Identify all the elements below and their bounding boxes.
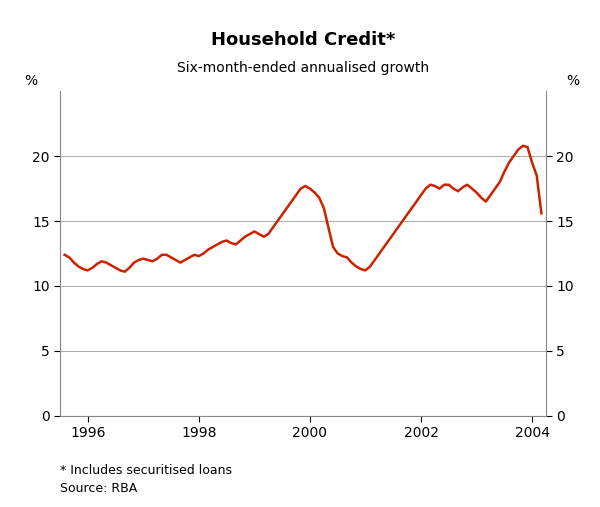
Text: %: % xyxy=(566,74,579,88)
Text: Household Credit*: Household Credit* xyxy=(211,31,395,49)
Text: %: % xyxy=(24,74,37,88)
Text: * Includes securitised loans: * Includes securitised loans xyxy=(60,464,232,477)
Text: Six-month-ended annualised growth: Six-month-ended annualised growth xyxy=(177,61,429,75)
Text: Source: RBA: Source: RBA xyxy=(60,482,137,495)
